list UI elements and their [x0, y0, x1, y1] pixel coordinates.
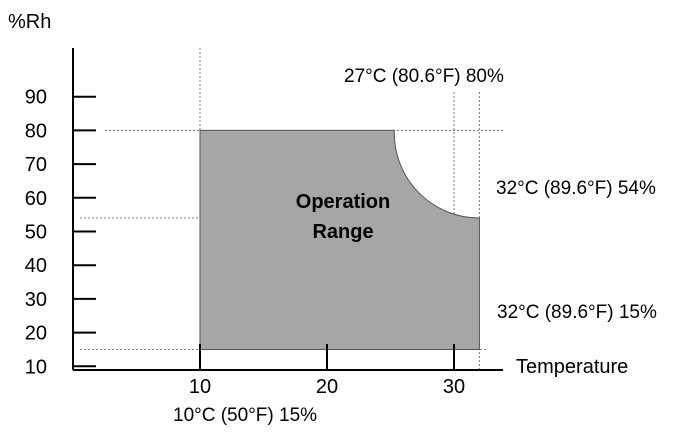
x-tick-label-30: 30	[443, 376, 465, 398]
y-tick-label-40: 40	[25, 255, 47, 277]
y-axis-title: %Rh	[8, 11, 51, 33]
x-tick-label-10: 10	[189, 376, 211, 398]
annotation-27c-80: 27°C (80.6°F) 80%	[344, 66, 504, 87]
x-tick-label-20: 20	[316, 376, 338, 398]
y-tick-label-50: 50	[25, 222, 47, 244]
y-tick-label-60: 60	[25, 188, 47, 210]
operation-range-label-line2: Range	[312, 221, 373, 243]
y-tick-label-10: 10	[25, 356, 47, 378]
x-axis-title: Temperature	[516, 356, 628, 378]
y-tick-label-70: 70	[25, 154, 47, 176]
annotation-32c-54: 32°C (89.6°F) 54%	[496, 178, 656, 199]
y-tick-label-20: 20	[25, 323, 47, 345]
annotation-32c-15: 32°C (89.6°F) 15%	[497, 302, 657, 323]
y-tick-label-90: 90	[25, 87, 47, 109]
operation-range-region	[199, 129, 480, 350]
annotation-10c-15: 10°C (50°F) 15%	[173, 405, 317, 426]
y-tick-label-30: 30	[25, 289, 47, 311]
operation-range-label-line1: Operation	[296, 191, 390, 213]
ticks: 10 20 30 40 50 60 70 80 90 10 20 30	[25, 87, 465, 398]
axes	[72, 48, 503, 371]
y-tick-label-80: 80	[25, 120, 47, 142]
